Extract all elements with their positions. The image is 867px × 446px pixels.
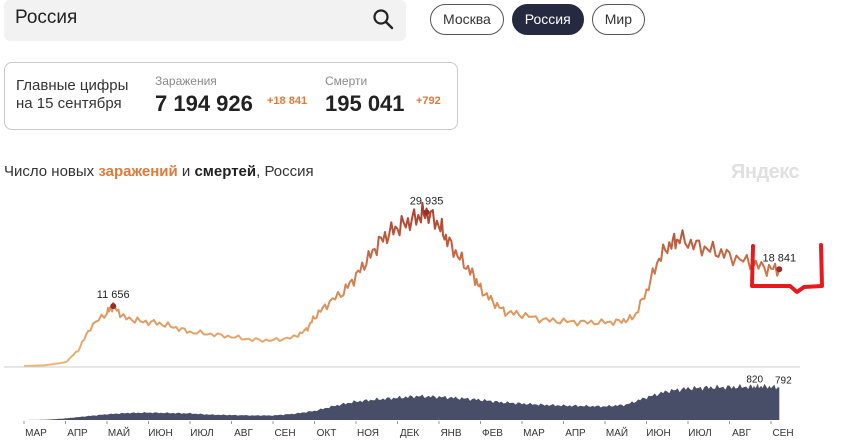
- infections-peak-label: 29 935: [410, 195, 444, 207]
- covid-chart[interactable]: МАР АПР МАЙ ИЮН ИЮЛ АВГ СЕН ОКТ НОЯ ДЕК ЯНВ ФЕВ МАР А…: [0, 190, 867, 446]
- infections-peak-dot: [110, 303, 117, 310]
- infections-peak-label: 18 841: [762, 252, 796, 264]
- infections-label: Заражения: [155, 74, 217, 88]
- x-tick-label: СЕН: [274, 428, 295, 439]
- annotations-layer: 11 656 29 935 18 841 820 792: [97, 195, 796, 386]
- deaths-layer: [24, 383, 780, 420]
- x-axis: МАР АПР МАЙ ИЮН ИЮЛ АВГ СЕН ОКТ НОЯ ДЕК ЯНВ ФЕВ МАР А…: [23, 421, 794, 439]
- x-tick-label: АПР: [67, 428, 88, 439]
- red-annotation-mark: [750, 243, 824, 294]
- region-tabs: Москва Россия Мир: [430, 4, 645, 35]
- x-tick-label: МАР: [25, 428, 47, 439]
- tab-world[interactable]: Мир: [591, 4, 645, 35]
- tab-moscow[interactable]: Москва: [430, 4, 504, 35]
- x-tick-label: ИЮН: [646, 428, 671, 439]
- chart-title: Число новых заражений и смертей, Россия: [4, 163, 314, 180]
- x-tick-label: АПР: [565, 428, 586, 439]
- search-icon[interactable]: [372, 8, 394, 30]
- deaths-label: Смерти: [325, 74, 368, 88]
- x-tick-label: ДЕК: [400, 428, 419, 439]
- x-tick-label: ИЮЛ: [688, 428, 711, 439]
- x-tick-label: ОКТ: [317, 428, 337, 439]
- tab-russia[interactable]: Россия: [511, 4, 584, 35]
- deaths-area: [24, 383, 780, 420]
- deaths-peak-label: 792: [775, 375, 792, 386]
- search-input[interactable]: Россия: [15, 7, 78, 28]
- infections-value: 7 194 926: [155, 91, 253, 116]
- x-tick-label: МАР: [523, 428, 545, 439]
- summary-label: Главные цифры на 15 сентября: [16, 77, 129, 112]
- x-tick-label: МАЙ: [606, 426, 628, 439]
- deaths-value: 195 041: [325, 91, 405, 116]
- yandex-logo: Яндекс: [731, 161, 800, 183]
- deaths-delta: +792: [416, 95, 441, 107]
- x-tick-label: ИЮН: [148, 428, 173, 439]
- x-tick-label: СЕН: [772, 428, 793, 439]
- x-tick-label: АВГ: [234, 428, 253, 439]
- x-tick-label: ИЮЛ: [190, 428, 213, 439]
- search-box[interactable]: Россия: [4, 0, 406, 41]
- infections-peak-label: 11 656: [97, 289, 130, 301]
- x-tick-label: НОЯ: [357, 428, 379, 439]
- infections-line: [23, 201, 781, 367]
- infections-peak-dot: [423, 209, 430, 216]
- x-tick-label: ФЕВ: [482, 428, 503, 439]
- infections-layer: [23, 201, 781, 367]
- deaths-peak-label: 820: [746, 374, 763, 385]
- infections-delta: +18 841: [267, 95, 308, 107]
- infections-peak-dot: [776, 266, 783, 273]
- x-tick-label: ЯНВ: [440, 428, 461, 439]
- x-tick-label: МАЙ: [108, 426, 130, 439]
- summary-card: Главные цифры на 15 сентября Заражения 7…: [4, 62, 458, 130]
- x-tick-label: АВГ: [732, 428, 751, 439]
